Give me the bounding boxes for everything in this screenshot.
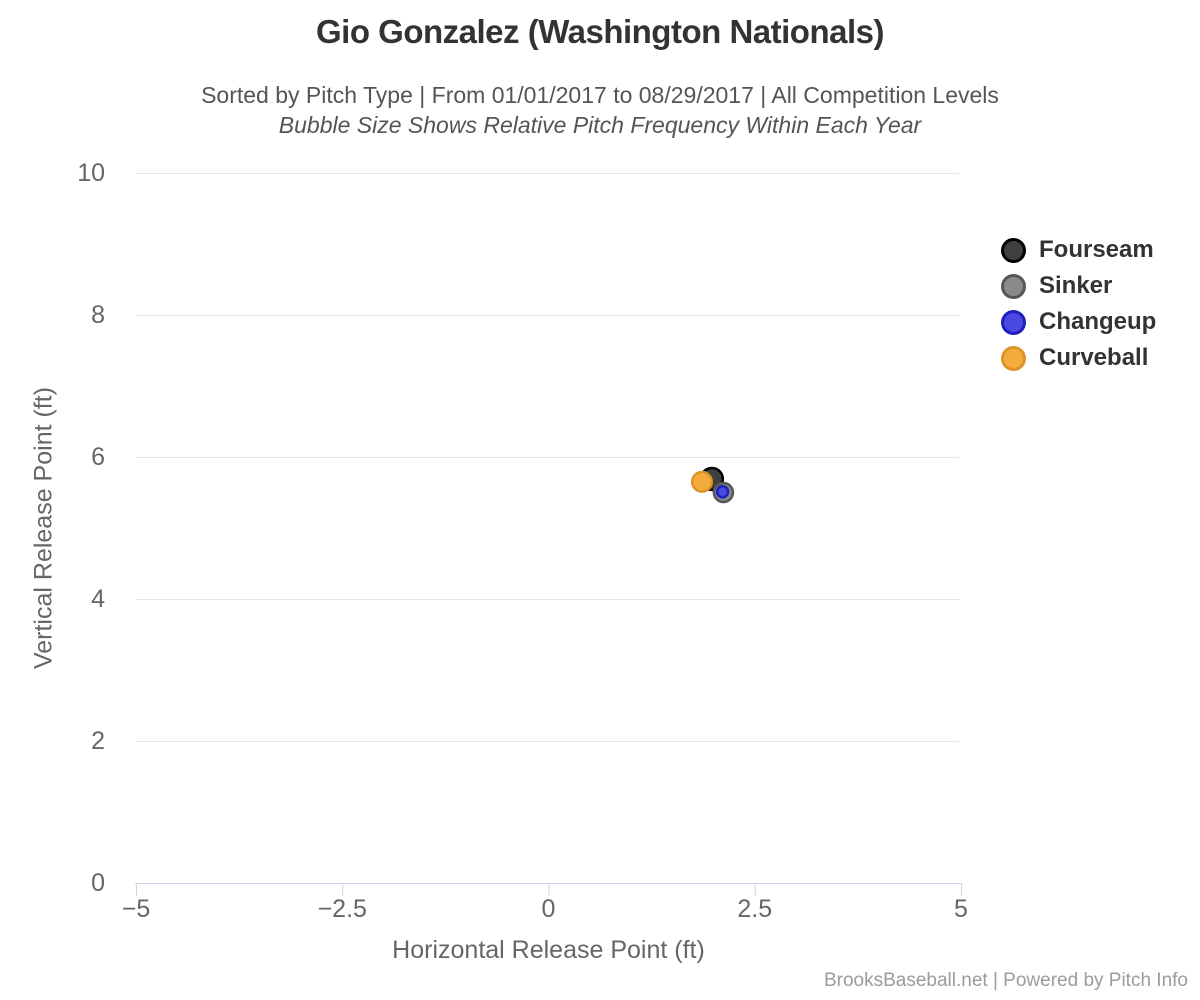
legend-label-curveball: Curveball	[1039, 344, 1149, 371]
legend-label-changeup: Changeup	[1039, 308, 1157, 335]
x-axis-title: Horizontal Release Point (ft)	[392, 936, 705, 964]
y-tick-label-8: 8	[91, 301, 105, 329]
legend-marker-changeup-icon	[1001, 309, 1026, 335]
chart-subtitle: Sorted by Pitch Type | From 01/01/2017 t…	[201, 82, 999, 108]
credit-text: BrooksBaseball.net | Powered by Pitch In…	[823, 970, 1188, 991]
x-tick-label--2.5: −2.5	[318, 895, 367, 923]
legend-marker-sinker-icon	[1001, 273, 1026, 299]
legend-marker-fourseam-icon	[1001, 237, 1026, 263]
x-tick-label--5: −5	[122, 895, 151, 923]
y-tick-label-10: 10	[77, 159, 105, 187]
page-title: Gio Gonzalez (Washington Nationals)	[316, 13, 884, 50]
chart-subtitle-bubble-note: Bubble Size Shows Relative Pitch Frequen…	[278, 112, 922, 138]
legend-label-sinker: Sinker	[1039, 272, 1113, 299]
bubble-curveball[interactable]	[690, 470, 714, 493]
x-tick-label-5: 5	[954, 895, 968, 923]
legend-item-sinker[interactable]: Sinker	[1001, 268, 1156, 304]
y-tick-label-6: 6	[91, 443, 105, 471]
y-tick-label-4: 4	[91, 585, 105, 613]
legend-item-fourseam[interactable]: Fourseam	[1001, 232, 1156, 268]
legend-item-changeup[interactable]: Changeup	[1001, 304, 1156, 340]
legend-label-fourseam: Fourseam	[1039, 236, 1154, 263]
x-tick-label-2.5: 2.5	[737, 895, 772, 923]
legend-marker-curveball-icon	[1001, 345, 1026, 371]
bubble-changeup[interactable]	[715, 485, 730, 499]
y-tick-label-2: 2	[91, 727, 105, 755]
x-tick-label-0: 0	[542, 895, 556, 923]
legend-item-curveball[interactable]: Curveball	[1001, 340, 1156, 376]
y-axis-title: Vertical Release Point (ft)	[29, 386, 58, 670]
y-tick-label-0: 0	[91, 869, 105, 897]
legend: Fourseam Sinker Changeup Curveball	[1001, 232, 1156, 376]
